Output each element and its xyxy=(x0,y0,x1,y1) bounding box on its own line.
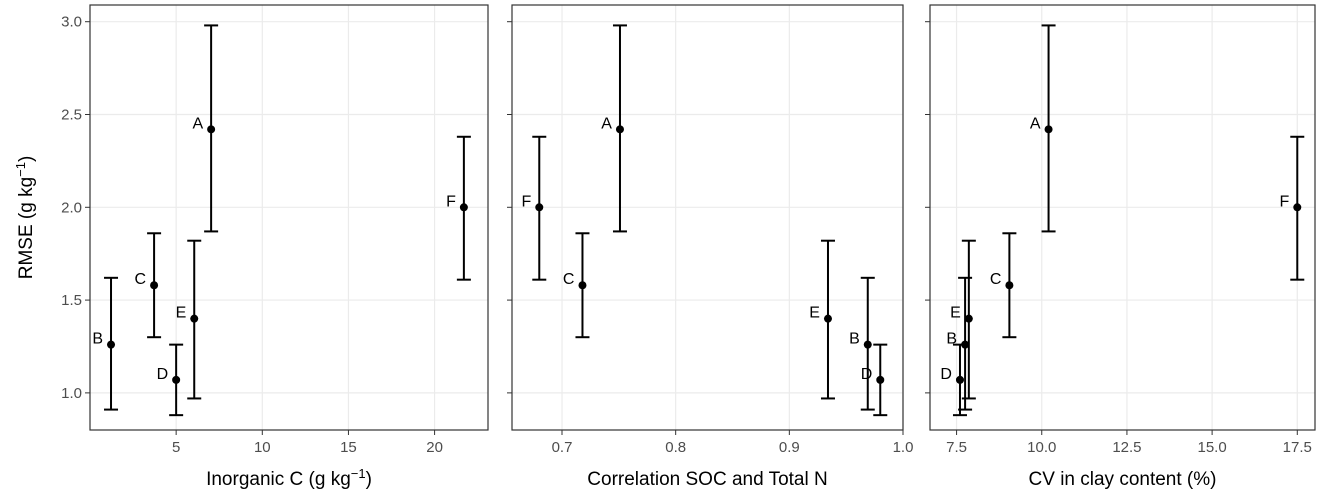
point xyxy=(1005,281,1014,290)
x-tick-label: 12.5 xyxy=(1112,439,1141,456)
x-tick-label: 10.0 xyxy=(1027,439,1056,456)
point xyxy=(863,340,872,349)
point-label: F xyxy=(446,193,456,210)
x-axis-title-text: Correlation SOC and Total N xyxy=(587,469,827,490)
panel-border xyxy=(929,4,1316,431)
point xyxy=(190,314,199,323)
x-tick-label: 1.0 xyxy=(893,439,914,456)
point-label: A xyxy=(192,115,203,132)
point xyxy=(823,314,832,323)
x-axis-title-tail: ) xyxy=(366,469,372,490)
panel-background xyxy=(90,5,488,430)
x-tick-label: 0.9 xyxy=(779,439,800,456)
panel-background xyxy=(930,5,1315,430)
point-label: D xyxy=(157,366,169,383)
point-label: B xyxy=(849,331,860,348)
y-tick-label: 3.0 xyxy=(61,14,82,31)
x-tick-label: 10 xyxy=(254,439,271,456)
point xyxy=(1293,203,1302,212)
x-axis-title-sup: −1 xyxy=(351,466,366,481)
point-label: C xyxy=(990,271,1002,288)
point-label: C xyxy=(563,271,575,288)
x-tick-label: 17.5 xyxy=(1283,439,1312,456)
point xyxy=(150,281,159,290)
point xyxy=(207,125,216,134)
x-tick-label: 0.7 xyxy=(552,439,573,456)
point-label: E xyxy=(950,305,961,322)
point xyxy=(107,340,116,349)
point xyxy=(578,281,587,290)
y-tick-label: 2.0 xyxy=(61,199,82,216)
point xyxy=(459,203,468,212)
panel-border xyxy=(89,4,489,431)
panel-border xyxy=(511,4,904,431)
x-axis-title-text: Inorganic C (g kg xyxy=(206,469,351,490)
panel-background xyxy=(512,5,903,430)
point-label: B xyxy=(92,331,103,348)
point xyxy=(1044,125,1053,134)
point-label: A xyxy=(1030,115,1041,132)
point-label: F xyxy=(1280,193,1290,210)
point-label: D xyxy=(940,366,952,383)
x-axis-title: CV in clay content (%) xyxy=(1029,469,1217,490)
y-tick-label: 1.5 xyxy=(61,292,82,309)
y-tick-label: 2.5 xyxy=(61,106,82,123)
point-label: F xyxy=(521,193,531,210)
point-label: D xyxy=(861,366,873,383)
point xyxy=(172,375,181,384)
x-tick-label: 15 xyxy=(340,439,357,456)
point xyxy=(955,375,964,384)
point xyxy=(615,125,624,134)
point-label: E xyxy=(176,305,187,322)
y-axis-title-tail: ) xyxy=(16,156,37,162)
point-label: E xyxy=(809,305,820,322)
x-tick-label: 20 xyxy=(426,439,443,456)
point xyxy=(876,375,885,384)
point-label: C xyxy=(135,271,147,288)
x-tick-label: 7.5 xyxy=(946,439,967,456)
point xyxy=(964,314,973,323)
y-axis-title: RMSE (g kg−1) xyxy=(13,156,38,280)
x-tick-label: 15.0 xyxy=(1198,439,1227,456)
point xyxy=(535,203,544,212)
y-tick-label: 1.0 xyxy=(61,385,82,402)
x-axis-title-text: CV in clay content (%) xyxy=(1029,469,1217,490)
x-axis-title: Inorganic C (g kg−1) xyxy=(206,466,372,491)
point-label: B xyxy=(946,331,957,348)
y-axis-title-sup: −1 xyxy=(13,162,28,177)
x-tick-label: 0.8 xyxy=(665,439,686,456)
x-axis-title: Correlation SOC and Total N xyxy=(587,469,827,490)
x-tick-label: 5 xyxy=(172,439,180,456)
point-label: A xyxy=(601,115,612,132)
y-axis-title-text: RMSE (g kg xyxy=(16,177,37,279)
